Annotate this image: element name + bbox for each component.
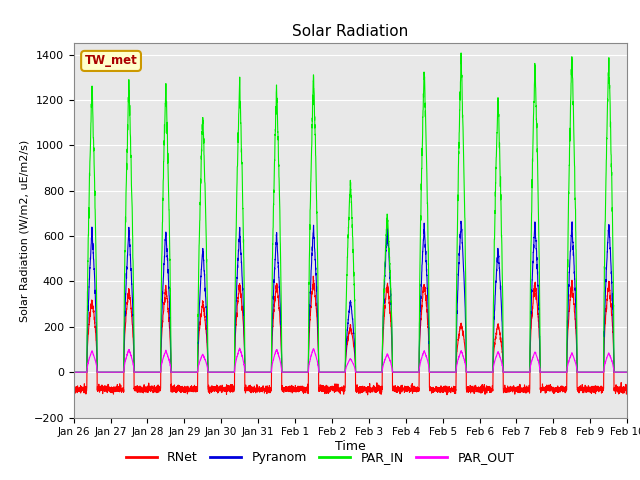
RNet: [330, 386, 338, 392]
PAR_IN: [444, 369, 452, 375]
Pyranom: [169, 369, 177, 375]
PAR_IN: [475, 369, 483, 375]
Pyranom: [475, 369, 483, 375]
RNet: [364, 392, 371, 398]
PAR_OUT: [70, 369, 77, 375]
Y-axis label: Solar Radiation (W/m2, uE/m2/s): Solar Radiation (W/m2, uE/m2/s): [19, 139, 29, 322]
PAR_OUT: [236, 345, 243, 351]
RNet: [475, 384, 483, 390]
PAR_OUT: [623, 369, 630, 375]
RNet: [169, 384, 177, 390]
PAR_IN: [330, 369, 337, 375]
Pyranom: [623, 369, 630, 375]
RNet: [506, 384, 514, 390]
Pyranom: [330, 369, 337, 375]
Line: Pyranom: Pyranom: [74, 221, 627, 372]
Pyranom: [444, 369, 452, 375]
RNet: [444, 387, 452, 393]
Line: PAR_OUT: PAR_OUT: [74, 348, 627, 372]
Legend: RNet, Pyranom, PAR_IN, PAR_OUT: RNet, Pyranom, PAR_IN, PAR_OUT: [120, 446, 520, 469]
Pyranom: [506, 369, 514, 375]
PAR_IN: [70, 369, 77, 375]
PAR_OUT: [623, 369, 631, 375]
PAR_OUT: [475, 369, 483, 375]
Line: PAR_IN: PAR_IN: [74, 53, 627, 372]
PAR_IN: [169, 369, 177, 375]
PAR_OUT: [330, 369, 338, 375]
Text: TW_met: TW_met: [84, 54, 138, 67]
PAR_OUT: [169, 369, 177, 375]
PAR_OUT: [506, 369, 514, 375]
RNet: [70, 386, 77, 392]
Pyranom: [457, 218, 465, 224]
Pyranom: [623, 369, 631, 375]
Pyranom: [70, 369, 77, 375]
Title: Solar Radiation: Solar Radiation: [292, 24, 408, 39]
RNet: [310, 273, 317, 279]
X-axis label: Time: Time: [335, 440, 366, 453]
PAR_IN: [623, 369, 631, 375]
RNet: [623, 386, 631, 392]
RNet: [623, 385, 630, 391]
PAR_IN: [457, 50, 465, 56]
PAR_IN: [506, 369, 514, 375]
Line: RNet: RNet: [74, 276, 627, 395]
PAR_IN: [623, 369, 630, 375]
PAR_OUT: [444, 369, 452, 375]
